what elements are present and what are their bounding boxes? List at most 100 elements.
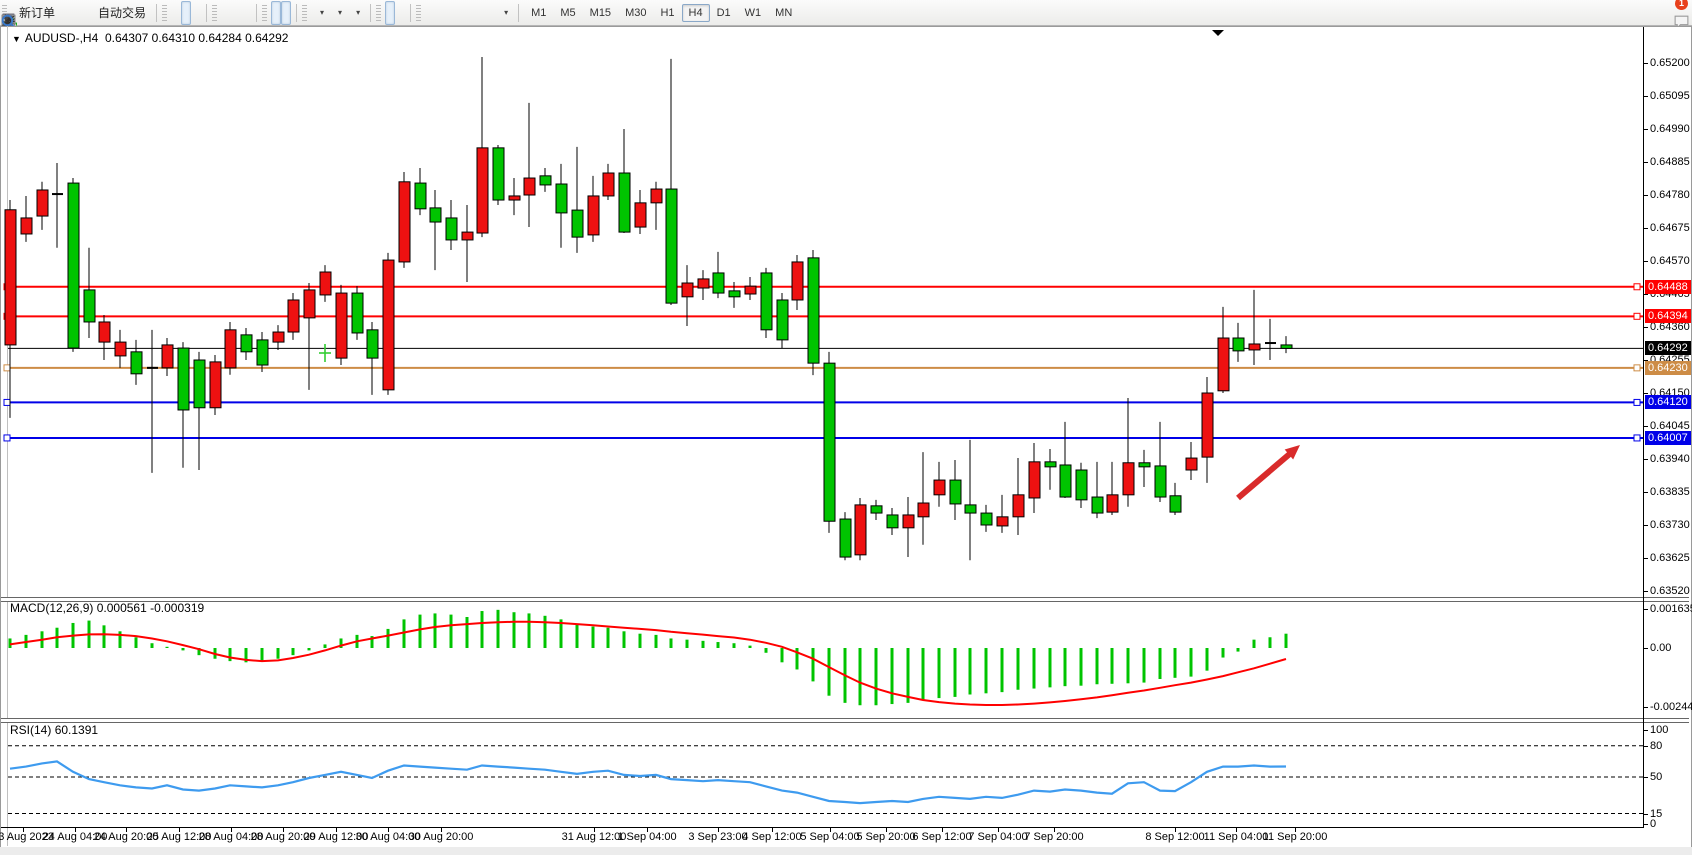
candle xyxy=(886,508,899,536)
line-handle-left[interactable] xyxy=(3,434,11,442)
new-order-button-label: 新订单 xyxy=(19,6,56,20)
panel-separator-rsi[interactable] xyxy=(1,718,1689,723)
search-button[interactable] xyxy=(1,1,1662,29)
hline-price-tag: 0.64488 xyxy=(1645,280,1691,294)
line-chart-button[interactable] xyxy=(1,1,201,28)
new-order-button[interactable]: 新订单 xyxy=(2,1,60,30)
timeframe-D1[interactable]: D1 xyxy=(716,6,731,19)
timeframe-M15[interactable]: M15 xyxy=(589,6,612,19)
candlestick-button[interactable] xyxy=(2,0,192,29)
toolbar-grip[interactable] xyxy=(302,4,308,21)
mql-market-button[interactable] xyxy=(1,1,70,30)
time-axis-label: 7 Sep 20:00 xyxy=(1024,831,1084,843)
vertical-line-button[interactable] xyxy=(7,1,435,28)
price-axis[interactable] xyxy=(1643,27,1644,827)
time-axis-label: 5 Sep 20:00 xyxy=(856,831,916,843)
candle xyxy=(807,250,820,376)
toolbar-grip[interactable] xyxy=(2,4,7,21)
price-tick xyxy=(1643,591,1648,592)
timeframe-M1[interactable]: M1 xyxy=(531,6,547,19)
auto-scroll-button[interactable] xyxy=(2,0,282,27)
trade-plus-marker[interactable] xyxy=(319,344,331,362)
indicators-button[interactable]: ▾ xyxy=(1,1,329,28)
toolbar-grip[interactable] xyxy=(212,4,218,21)
timeframe-H4[interactable]: H4 xyxy=(681,3,710,22)
candle xyxy=(1044,448,1057,490)
dropdown-arrow-icon[interactable]: ▾ xyxy=(320,8,325,17)
horizontal-line-object[interactable] xyxy=(3,283,1643,291)
notifications-button[interactable]: 1 xyxy=(1672,0,1689,29)
zoom-out-button[interactable] xyxy=(2,1,241,29)
rsi-label: RSI(14) 60.1391 xyxy=(10,723,99,737)
toolbar-separator xyxy=(206,3,208,22)
candle xyxy=(1265,318,1276,361)
price-tick xyxy=(1643,459,1648,460)
dropdown-arrow-icon[interactable]: ▾ xyxy=(504,8,509,17)
candle xyxy=(461,205,474,283)
horizontal-line-button[interactable] xyxy=(2,1,445,25)
text-button[interactable]: A xyxy=(4,1,485,29)
zoom-in-button[interactable] xyxy=(2,1,231,29)
time-tick xyxy=(126,828,127,832)
price-tick xyxy=(1643,261,1648,262)
cursor-button[interactable] xyxy=(5,0,396,28)
channel-button[interactable]: E xyxy=(1,1,465,29)
chart-scroll-marker[interactable] xyxy=(1212,30,1224,36)
tile-windows-button[interactable] xyxy=(2,1,251,28)
price-tick xyxy=(1643,492,1648,493)
candle xyxy=(147,329,158,473)
time-axis-label: 30 Aug 04:00 xyxy=(355,831,421,843)
time-tick xyxy=(283,828,284,832)
dropdown-arrow-icon[interactable]: ▾ xyxy=(338,8,343,17)
time-axis-label: 11 Sep 20:00 xyxy=(1262,831,1328,843)
line-handle-right[interactable] xyxy=(1633,312,1641,320)
autotrading-button[interactable]: 自动交易 xyxy=(2,1,151,30)
macd-axis-label: 0.00 xyxy=(1650,642,1672,654)
candle xyxy=(209,354,222,416)
line-handle-right[interactable] xyxy=(1633,434,1641,442)
candle xyxy=(287,293,300,340)
timeframe-H1[interactable]: H1 xyxy=(660,6,675,19)
timeframe-W1[interactable]: W1 xyxy=(744,6,762,19)
arrow-annotation[interactable] xyxy=(1236,445,1300,501)
timeframe-M5[interactable]: M5 xyxy=(560,6,576,19)
macd-label: MACD(12,26,9) 0.000561 -0.000319 xyxy=(10,601,205,615)
toolbar-grip[interactable] xyxy=(262,4,268,21)
time-axis[interactable] xyxy=(1,827,1644,828)
time-axis-label: 11 Sep 04:00 xyxy=(1203,831,1269,843)
line-handle-left[interactable] xyxy=(3,364,11,372)
dropdown-arrow-icon[interactable]: ▾ xyxy=(356,8,361,17)
chart-shift-button[interactable] xyxy=(2,0,292,27)
line-handle-right[interactable] xyxy=(1633,398,1641,406)
toolbar-grip[interactable] xyxy=(162,4,168,21)
bar-chart-button[interactable] xyxy=(1,1,181,28)
trendline-button[interactable] xyxy=(2,1,455,27)
price-chart-panel xyxy=(3,30,1643,561)
chart-collapse-icon[interactable]: ▼ xyxy=(12,34,21,44)
crosshair-button[interactable] xyxy=(2,1,405,28)
time-tick xyxy=(594,828,595,832)
candle xyxy=(193,351,206,471)
line-handle-right[interactable] xyxy=(1633,283,1641,291)
candle xyxy=(4,200,17,418)
arrows-button[interactable]: ▾ xyxy=(3,1,513,28)
line-handle-left[interactable] xyxy=(3,398,11,406)
svg-text:A: A xyxy=(4,13,14,29)
templates-button[interactable]: ▾ xyxy=(1,1,365,27)
timeframe-M30[interactable]: M30 xyxy=(625,6,647,19)
rsi-axis-label: 0 xyxy=(1650,818,1657,830)
candle xyxy=(728,282,741,308)
fibonacci-button[interactable]: F xyxy=(2,1,475,30)
candle xyxy=(335,284,348,366)
toolbar-grip[interactable] xyxy=(416,4,422,21)
label-button[interactable]: T xyxy=(1,1,495,28)
toolbar-grip[interactable] xyxy=(376,4,382,21)
line-handle-right[interactable] xyxy=(1633,364,1641,372)
signals-button[interactable] xyxy=(1,1,90,26)
periods-button[interactable]: ▾ xyxy=(1,1,347,28)
panel-separator-macd[interactable] xyxy=(1,597,1689,602)
horizontal-line-object[interactable] xyxy=(3,312,1643,320)
timeframe-MN[interactable]: MN xyxy=(775,6,793,19)
profile-button[interactable] xyxy=(0,1,80,29)
window-bottom-strip xyxy=(0,847,1692,855)
